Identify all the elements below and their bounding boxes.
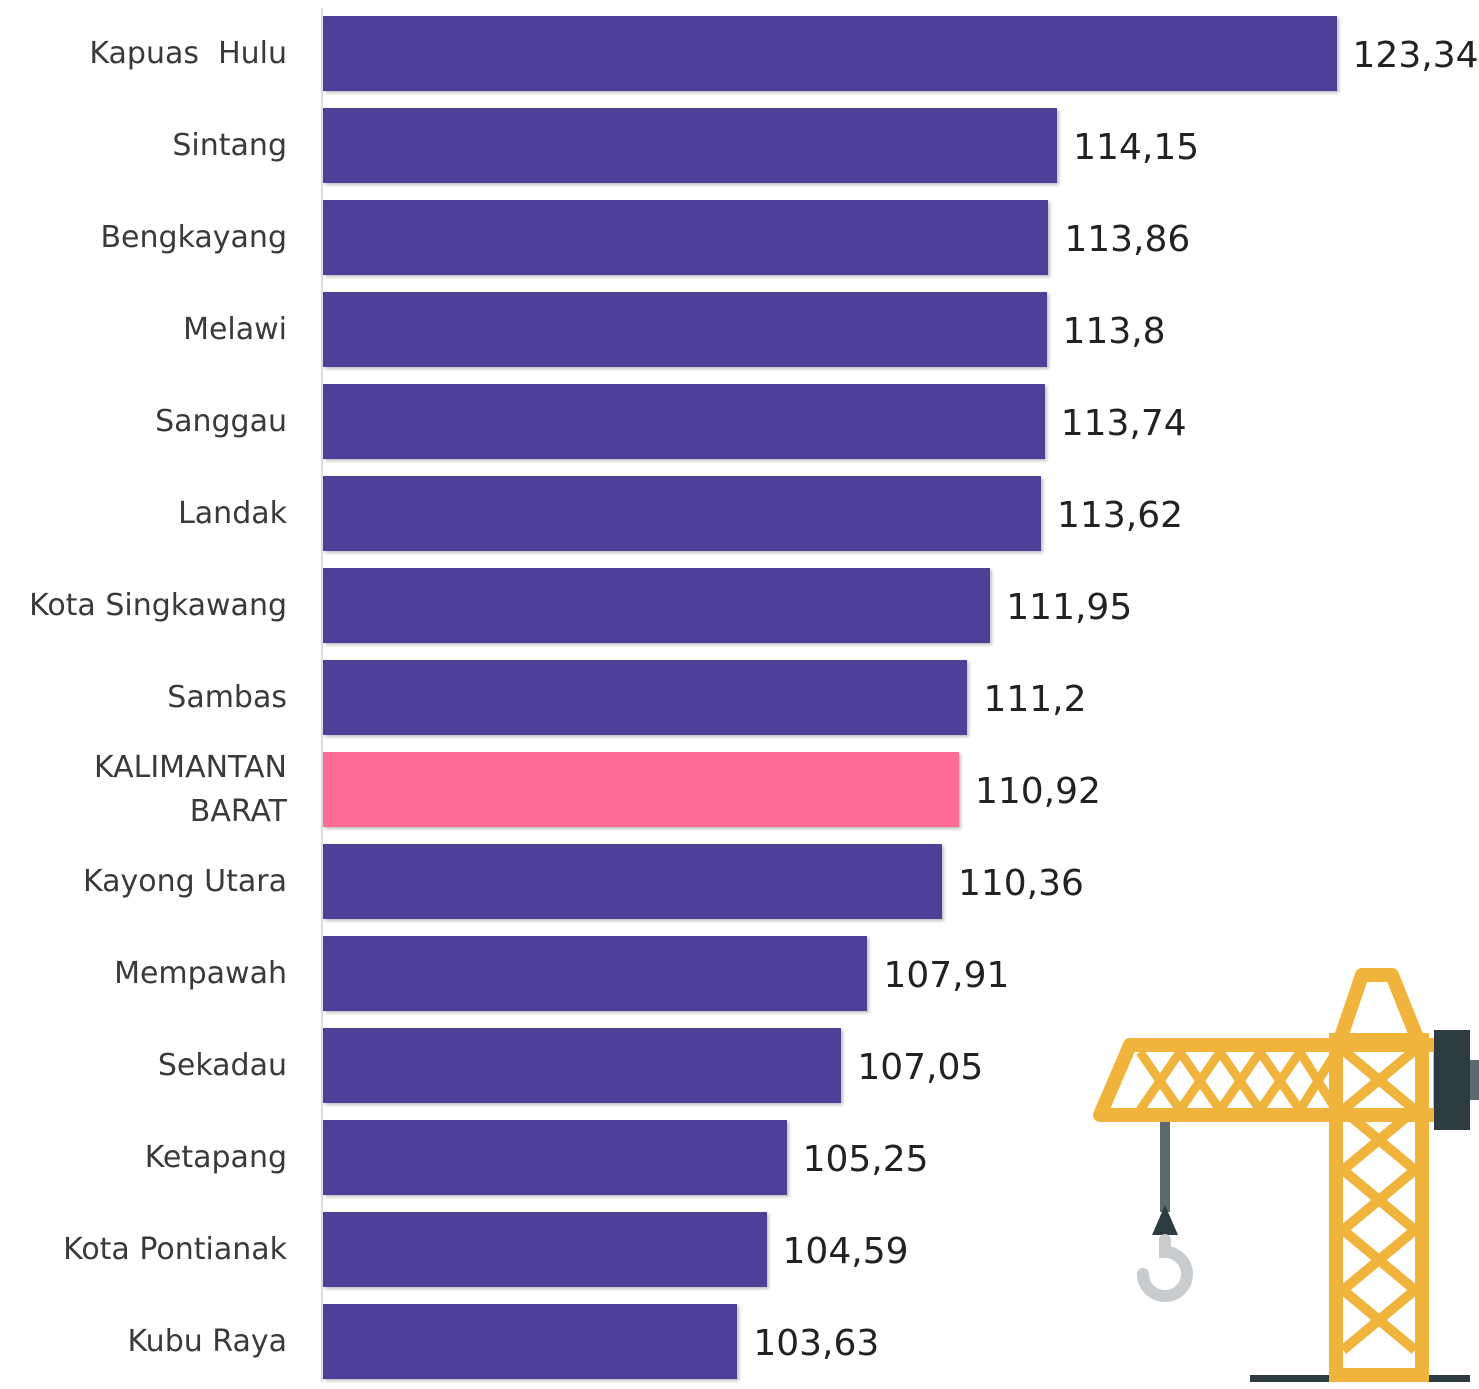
category-label: Sekadau xyxy=(157,1047,287,1083)
value-label: 107,91 xyxy=(883,954,1010,996)
category-label: Ketapang xyxy=(144,1139,287,1175)
category-label: Landak xyxy=(178,495,287,531)
bar xyxy=(323,200,1049,275)
value-label: 104,59 xyxy=(782,1230,909,1272)
bar xyxy=(323,1028,842,1103)
bar xyxy=(323,16,1337,91)
bar xyxy=(323,108,1058,183)
value-label: 123,34 xyxy=(1352,34,1479,76)
value-label: 113,74 xyxy=(1060,402,1187,444)
category-label: Sambas xyxy=(167,679,287,715)
bar xyxy=(323,1120,787,1195)
bar xyxy=(323,476,1042,551)
bar xyxy=(323,292,1047,367)
axis-line xyxy=(321,8,323,1382)
category-label: Kubu Raya xyxy=(127,1323,288,1359)
value-label: 114,15 xyxy=(1073,126,1200,168)
bar xyxy=(323,936,868,1011)
value-label: 113,62 xyxy=(1057,494,1184,536)
value-label: 111,95 xyxy=(1006,586,1133,628)
category-label: Mempawah xyxy=(114,955,287,991)
bar xyxy=(323,1304,738,1379)
bar xyxy=(323,752,959,827)
category-label: Bengkayang xyxy=(100,219,287,255)
category-label: Sanggau xyxy=(155,403,287,439)
bar xyxy=(323,660,968,735)
value-label: 103,63 xyxy=(753,1322,880,1364)
category-label: Sintang xyxy=(172,127,287,163)
value-label: 107,05 xyxy=(857,1046,984,1088)
value-label: 110,92 xyxy=(974,770,1101,812)
value-label: 110,36 xyxy=(957,862,1084,904)
category-label: Melawi xyxy=(183,311,287,347)
category-label: Kota Pontianak xyxy=(63,1231,287,1267)
value-label: 105,25 xyxy=(802,1138,929,1180)
value-label: 113,86 xyxy=(1064,218,1191,260)
bar xyxy=(323,568,991,643)
bar xyxy=(323,844,942,919)
category-label: Kapuas Hulu xyxy=(89,35,287,71)
category-label: Kayong Utara xyxy=(82,863,287,899)
category-label: Kota Singkawang xyxy=(29,587,287,623)
category-label: KALIMANTAN BARAT xyxy=(93,749,297,829)
bar xyxy=(323,384,1045,459)
bar xyxy=(323,1212,767,1287)
value-label: 113,8 xyxy=(1062,310,1166,352)
value-label: 111,2 xyxy=(983,678,1087,720)
